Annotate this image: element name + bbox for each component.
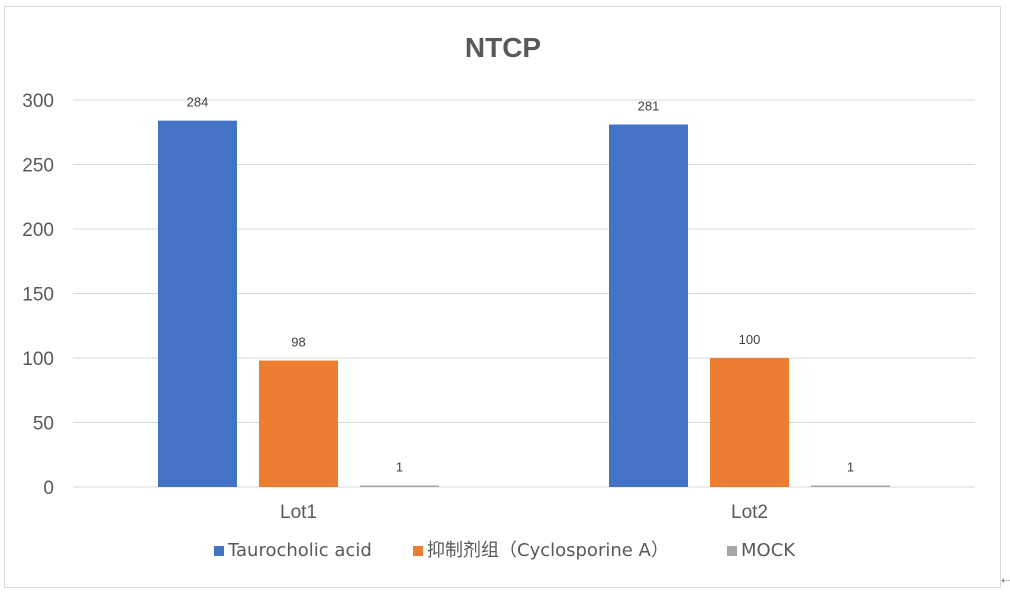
legend-label: Taurocholic acid [227, 540, 372, 561]
y-tick-label: 250 [22, 156, 54, 177]
bar [360, 485, 439, 487]
y-tick-label: 300 [22, 91, 54, 112]
y-tick-label: 150 [22, 285, 54, 306]
x-tick-label: Lot2 [731, 502, 768, 523]
legend-swatch [214, 546, 224, 556]
y-tick-label: 100 [22, 349, 54, 370]
data-label: 98 [291, 335, 305, 350]
legend-label: MOCK [741, 540, 796, 561]
x-tick-label: Lot1 [280, 502, 317, 523]
data-label: 1 [847, 460, 854, 475]
legend-label: 抑制剂组（Cyclosporine A） [427, 540, 669, 561]
data-label: 284 [187, 95, 209, 110]
legend-swatch [413, 546, 423, 556]
data-label: 1 [396, 460, 403, 475]
y-tick-label: 200 [22, 220, 54, 241]
bar [710, 358, 789, 487]
bar [811, 485, 890, 487]
bar [158, 120, 237, 487]
y-tick-label: 50 [33, 414, 54, 435]
resize-handle-icon[interactable]: ⇠ [1001, 574, 1010, 587]
chart-title: NTCP [465, 32, 541, 63]
y-tick-label: 0 [43, 478, 54, 499]
legend-swatch [727, 546, 737, 556]
bar [609, 124, 688, 487]
data-label: 281 [638, 99, 660, 114]
bar [259, 360, 338, 487]
data-label: 100 [739, 332, 761, 347]
